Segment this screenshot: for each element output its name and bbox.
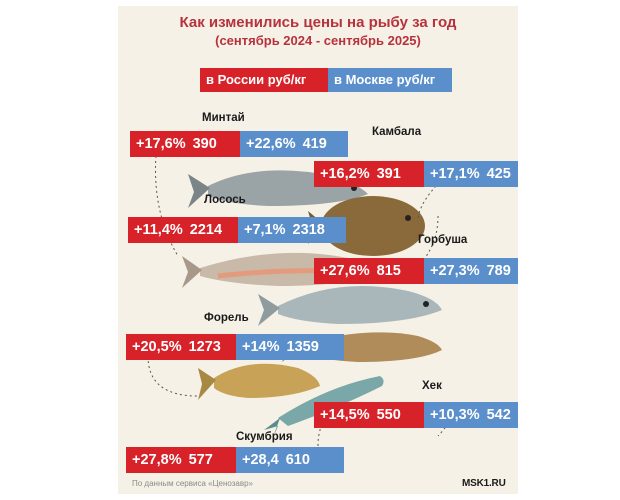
price-change-russia-trout: +20,5%	[132, 339, 182, 355]
price-value-russia-hake: 550	[376, 407, 401, 423]
price-change-russia-flounder: +16,2%	[320, 166, 370, 182]
price-value-moscow-pollock: 419	[302, 136, 327, 152]
price-bar-moscow-trout: +14% 1359	[236, 334, 344, 360]
price-change-moscow-pink-salmon: +27,3%	[430, 263, 480, 279]
price-change-moscow-flounder: +17,1%	[430, 166, 480, 182]
price-bar-moscow-flounder: +17,1% 425	[424, 161, 518, 187]
pink-salmon-fish-icon	[258, 286, 442, 326]
price-change-moscow-pollock: +22,6%	[246, 136, 296, 152]
price-change-moscow-hake: +10,3%	[430, 407, 480, 423]
price-value-russia-pink-salmon: 815	[376, 263, 401, 279]
fish-label-pink-salmon: Горбуша	[418, 234, 468, 246]
price-bar-russia-pink-salmon: +27,6% 815	[314, 258, 424, 284]
price-change-moscow-salmon: +7,1%	[244, 222, 286, 238]
price-change-russia-mackerel: +27,8%	[132, 452, 182, 468]
price-change-russia-hake: +14,5%	[320, 407, 370, 423]
infographic-poster: Как изменились цены на рыбу за год (сент…	[118, 6, 518, 494]
fish-label-pollock: Минтай	[202, 112, 245, 124]
price-value-russia-mackerel: 577	[188, 452, 213, 468]
price-bar-russia-mackerel: +27,8% 577	[126, 447, 236, 473]
price-bar-moscow-mackerel: +28,4 610	[236, 447, 344, 473]
price-value-moscow-mackerel: 610	[285, 452, 310, 468]
price-bar-moscow-pollock: +22,6% 419	[240, 131, 348, 157]
price-change-russia-salmon: +11,4%	[134, 222, 183, 238]
price-bar-russia-hake: +14,5% 550	[314, 402, 424, 428]
legend-moscow: в Москве руб/кг	[328, 68, 452, 92]
chart-subtitle: (сентябрь 2024 - сентябрь 2025)	[215, 33, 421, 48]
price-value-moscow-hake: 542	[486, 407, 511, 423]
fish-label-mackerel: Скумбрия	[236, 431, 293, 443]
price-bar-moscow-hake: +10,3% 542	[424, 402, 518, 428]
trout-fish-2-icon	[198, 363, 320, 400]
price-value-moscow-flounder: 425	[486, 166, 511, 182]
fish-label-trout: Форель	[204, 312, 249, 324]
price-change-moscow-trout: +14%	[242, 339, 280, 355]
price-change-moscow-mackerel: +28,4	[242, 452, 279, 468]
mackerel-fish-icon	[264, 376, 384, 440]
source-note: По данным сервиса «Ценозавр»	[132, 479, 253, 488]
chart-title: Как изменились цены на рыбу за год	[179, 14, 457, 31]
legend-russia: в России руб/кг	[200, 68, 328, 92]
fish-label-hake: Хек	[422, 380, 442, 392]
price-value-moscow-salmon: 2318	[292, 222, 325, 238]
price-bar-russia-pollock: +17,6% 390	[130, 131, 240, 157]
fish-label-flounder: Камбала	[372, 126, 422, 138]
price-bar-moscow-pink-salmon: +27,3% 789	[424, 258, 518, 284]
fish-label-salmon: Лосось	[204, 194, 246, 206]
price-value-russia-pollock: 390	[192, 136, 217, 152]
price-bar-moscow-salmon: +7,1% 2318	[238, 217, 346, 243]
msk1-logo: MSK1.RU	[462, 478, 506, 489]
price-value-russia-salmon: 2214	[189, 222, 223, 238]
price-bar-russia-flounder: +16,2% 391	[314, 161, 424, 187]
price-value-moscow-trout: 1359	[286, 339, 319, 355]
price-value-moscow-pink-salmon: 789	[486, 263, 511, 279]
price-bar-russia-trout: +20,5% 1273	[126, 334, 236, 360]
price-change-russia-pollock: +17,6%	[136, 136, 186, 152]
price-bar-russia-salmon: +11,4% 2214	[128, 217, 238, 243]
price-value-russia-flounder: 391	[376, 166, 401, 182]
price-change-russia-pink-salmon: +27,6%	[320, 263, 370, 279]
price-value-russia-trout: 1273	[188, 339, 221, 355]
